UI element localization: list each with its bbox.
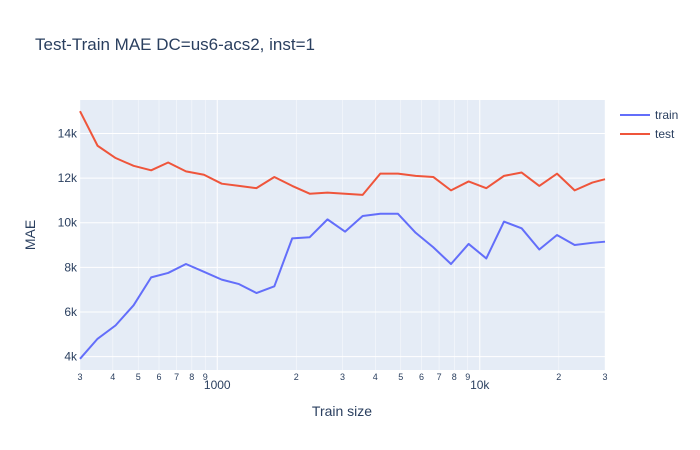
x-tick-label-minor: 4: [110, 372, 115, 382]
legend-label: test: [655, 127, 675, 141]
x-tick-label-major: 1000: [204, 378, 231, 392]
x-tick-label-major: 10k: [470, 378, 490, 392]
x-tick-label-minor: 5: [398, 372, 403, 382]
y-tick-label: 4k: [64, 350, 78, 364]
x-tick-label-minor: 4: [373, 372, 378, 382]
x-tick-label-minor: 3: [340, 372, 345, 382]
x-tick-label-minor: 6: [419, 372, 424, 382]
legend[interactable]: train test: [620, 108, 678, 141]
y-tick-label: 8k: [64, 260, 78, 274]
x-tick-label-minor: 9: [465, 372, 470, 382]
x-tick-label-minor: 7: [437, 372, 442, 382]
legend-item-test[interactable]: test: [620, 127, 675, 141]
x-tick-label-minor: 5: [136, 372, 141, 382]
x-tick-label-minor: 7: [174, 372, 179, 382]
x-tick-label-minor: 2: [556, 372, 561, 382]
series-line-train: [79, 212, 606, 360]
y-tick-label: 6k: [64, 305, 78, 319]
y-tick-label: 10k: [58, 216, 78, 230]
chart-title: Test-Train MAE DC=us6-acs2, inst=1: [35, 35, 315, 54]
series-line-test: [79, 110, 606, 196]
x-tick-label-minor: 6: [157, 372, 162, 382]
y-tick-label: 14k: [58, 126, 78, 140]
x-axis-label: Train size: [312, 403, 372, 419]
x-tick-label-minor: 9: [203, 372, 208, 382]
x-tick-label-minor: 2: [294, 372, 299, 382]
x-tick-label-minor: 8: [452, 372, 457, 382]
gridlines: [79, 100, 606, 370]
y-axis-label: MAE: [22, 220, 38, 250]
x-tick-label-minor: 3: [77, 372, 82, 382]
legend-item-train[interactable]: train: [620, 108, 678, 122]
legend-label: train: [655, 108, 678, 122]
x-tick-label-minor: 3: [602, 372, 607, 382]
series-lines: [79, 110, 606, 360]
y-tick-label: 12k: [58, 171, 78, 185]
x-tick-label-minor: 8: [189, 372, 194, 382]
